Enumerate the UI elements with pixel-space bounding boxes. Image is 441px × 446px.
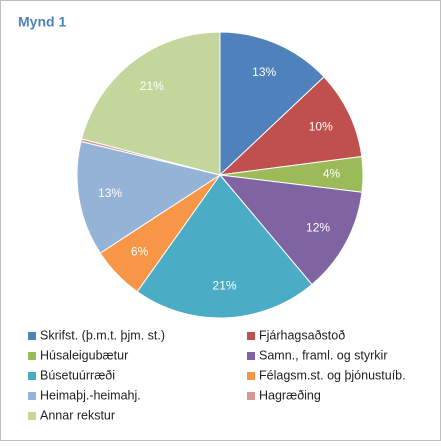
legend-swatch	[247, 352, 255, 360]
pie-slice	[76, 140, 222, 254]
data-label: 13%	[252, 65, 276, 79]
data-label: 12%	[306, 220, 330, 234]
data-label: 6%	[131, 244, 149, 258]
pie-slice	[218, 174, 363, 286]
legend-swatch	[28, 352, 36, 360]
legend-label: Skrifst. (þ.m.t. þjm. st.)	[40, 328, 165, 342]
legend-swatch	[247, 392, 255, 400]
legend-swatch	[247, 372, 255, 380]
legend-swatch	[28, 392, 36, 400]
legend-label: Húsaleigubætur	[40, 348, 128, 362]
legend-label: Annar rekstur	[40, 408, 115, 422]
data-label: 4%	[323, 167, 341, 181]
legend-swatch	[28, 412, 36, 420]
legend-label: Samn., framl. og styrkir	[259, 348, 388, 362]
legend-label: Félagsm.st. og þjónustuíb.	[259, 368, 406, 382]
data-label: 21%	[140, 79, 164, 93]
data-label: 10%	[309, 119, 333, 133]
pie-slice	[81, 31, 221, 176]
data-label: 21%	[213, 279, 237, 293]
pie-slice	[136, 174, 313, 319]
legend-swatch	[28, 332, 36, 340]
chart-title: Mynd 1	[18, 14, 66, 30]
legend-label: Hagræðing	[259, 388, 321, 402]
pie-slice	[219, 31, 325, 177]
legend-swatch	[28, 372, 36, 380]
pie-slice	[218, 76, 363, 176]
legend-label: Heimaþj.-heimahj.	[40, 388, 141, 402]
data-label: 13%	[98, 186, 122, 200]
legend-label: Búsetuúrræði	[40, 368, 115, 382]
legend-swatch	[247, 332, 255, 340]
legend-label: Fjárhagsaðstoð	[259, 328, 345, 342]
